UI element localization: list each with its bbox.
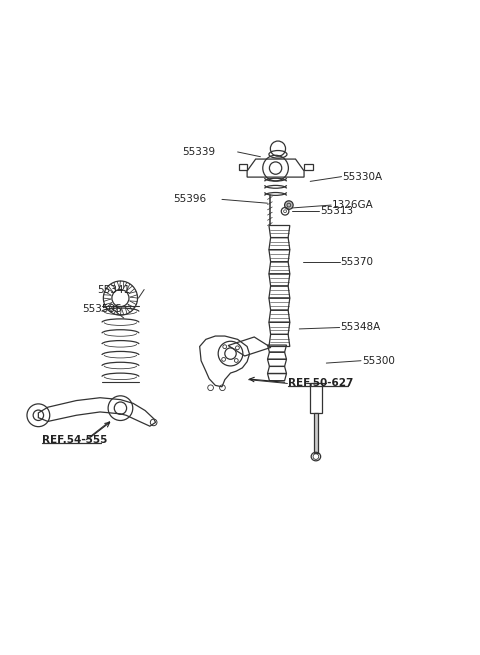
- Text: 55370: 55370: [341, 257, 373, 267]
- Text: 1326GA: 1326GA: [332, 200, 374, 210]
- Text: 55300: 55300: [362, 356, 395, 365]
- Text: REF.50-627: REF.50-627: [288, 379, 354, 388]
- Text: 55348A: 55348A: [341, 322, 381, 333]
- Text: 55339: 55339: [182, 147, 215, 157]
- Text: 55396: 55396: [174, 195, 207, 204]
- Text: 55341: 55341: [97, 284, 131, 295]
- Text: 55350S: 55350S: [83, 303, 122, 314]
- Polygon shape: [313, 413, 318, 453]
- Text: 55330A: 55330A: [342, 172, 383, 181]
- Text: REF.54-555: REF.54-555: [42, 435, 107, 445]
- Text: 55313: 55313: [320, 206, 353, 216]
- Circle shape: [285, 201, 293, 210]
